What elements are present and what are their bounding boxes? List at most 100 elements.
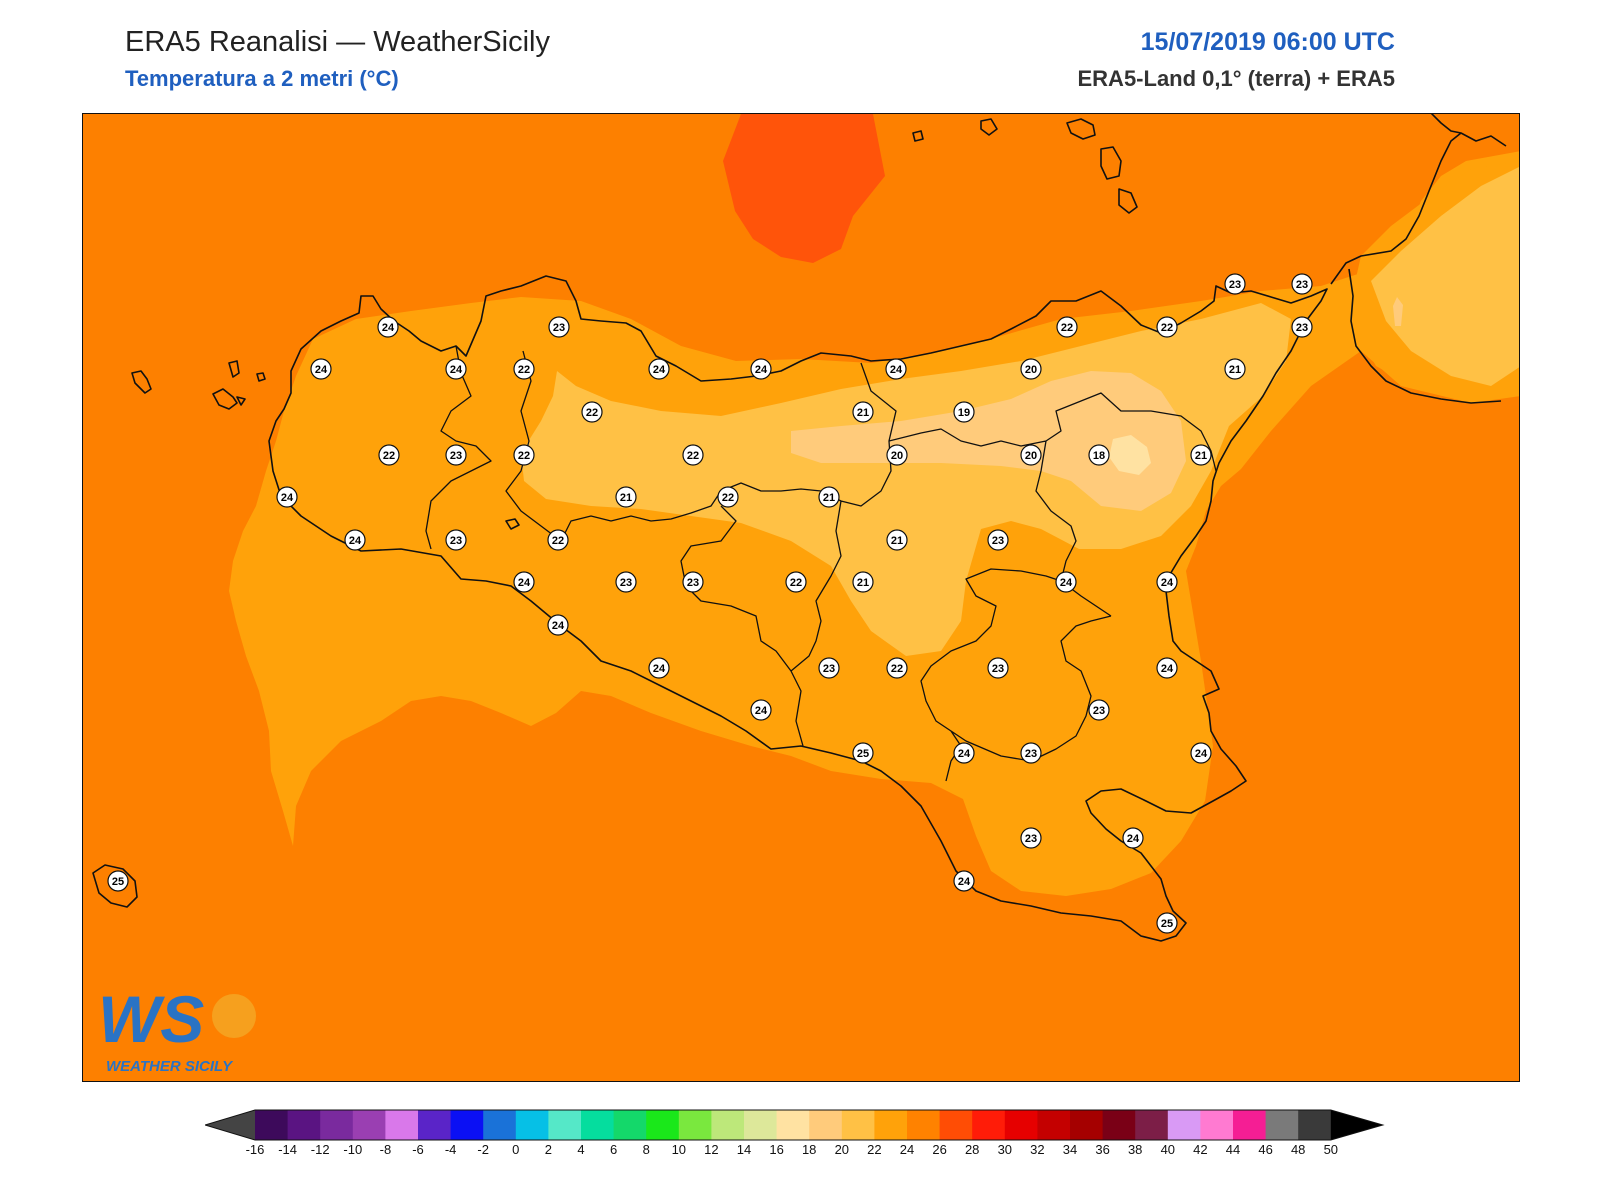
station-marker: 21 [852, 571, 874, 593]
station-marker: 24 [1156, 571, 1178, 593]
station-marker: 23 [445, 444, 467, 466]
station-marker: 22 [1056, 316, 1078, 338]
colorbar-swatch [418, 1110, 452, 1140]
station-temperature: 20 [891, 450, 903, 462]
colorbar-swatch [678, 1110, 712, 1140]
colorbar-swatch [1265, 1110, 1299, 1140]
contour-16-18 [1109, 435, 1151, 475]
temperature-map: 24 23 22 22 23 23 23 24 24 22 24 24 24 20 21 22 21 19 22 23… [82, 113, 1520, 1082]
station-temperature: 23 [1025, 833, 1037, 845]
station-marker: 21 [1224, 358, 1246, 380]
colorbar-swatch [1004, 1110, 1038, 1140]
colorbar-tick-label: -14 [278, 1142, 297, 1157]
station-marker: 24 [445, 358, 467, 380]
colorbar-swatch [483, 1110, 517, 1140]
colorbar-swatch [1135, 1110, 1169, 1140]
colorbar-swatch [255, 1110, 289, 1140]
contour-26-28 [723, 114, 885, 263]
map-title: ERA5 Reanalisi — WeatherSicily [125, 26, 550, 58]
station-temperature: 22 [383, 450, 395, 462]
colorbar-swatch [352, 1110, 386, 1140]
station-temperature: 24 [958, 748, 971, 760]
station-temperature: 18 [1093, 450, 1105, 462]
colorbar-swatch [874, 1110, 908, 1140]
colorbar-tick-label: -10 [343, 1142, 362, 1157]
station-temperature: 22 [790, 577, 802, 589]
station-marker: 23 [445, 529, 467, 551]
station-temperature: 23 [450, 535, 462, 547]
station-temperature: 24 [349, 535, 362, 547]
station-temperature: 22 [722, 492, 734, 504]
colorbar-swatch [385, 1110, 419, 1140]
station-marker: 18 [1088, 444, 1110, 466]
colorbar-tick-label: 32 [1030, 1142, 1044, 1157]
station-marker: 22 [1156, 316, 1178, 338]
colorbar-swatch [711, 1110, 745, 1140]
station-temperature: 25 [857, 748, 869, 760]
station-marker: 20 [886, 444, 908, 466]
station-temperature: 20 [1025, 450, 1037, 462]
colorbar-tick-label: 26 [932, 1142, 946, 1157]
station-temperature: 24 [552, 620, 565, 632]
station-marker: 24 [1156, 657, 1178, 679]
temperature-colorbar: -16 -14 -12 -10 -8 -6 -4 -2 0 2 4 6 8 10 12 14 16 18 20 22 2… [203, 1108, 1400, 1168]
station-marker: 22 [785, 571, 807, 593]
station-temperature: 21 [823, 492, 835, 504]
data-source-label: ERA5-Land 0,1° (terra) + ERA5 [1077, 66, 1396, 91]
station-temperature: 19 [958, 407, 970, 419]
station-marker: 24 [1122, 827, 1144, 849]
station-temperature: 22 [552, 535, 564, 547]
station-temperature: 22 [518, 450, 530, 462]
station-temperature: 23 [823, 663, 835, 675]
station-temperature: 24 [1060, 577, 1073, 589]
station-labels: 24 23 22 22 23 23 23 24 24 22 24 24 24 20 21 22 21 19 22 23… [107, 273, 1313, 934]
colorbar-tick-label: 8 [643, 1142, 650, 1157]
station-marker: 24 [885, 358, 907, 380]
colorbar-tick-label: -6 [412, 1142, 424, 1157]
colorbar-swatch [515, 1110, 549, 1140]
station-marker: 22 [682, 444, 704, 466]
station-marker: 21 [818, 486, 840, 508]
colorbar-tick-label: 12 [704, 1142, 718, 1157]
station-marker: 23 [987, 657, 1009, 679]
colorbar-tick-label: 48 [1291, 1142, 1305, 1157]
colorbar-tick-label: 10 [672, 1142, 686, 1157]
station-temperature: 24 [755, 705, 768, 717]
station-temperature: 24 [1195, 748, 1208, 760]
colorbar-tick-label: -12 [311, 1142, 330, 1157]
colorbar-tick-label: 14 [737, 1142, 751, 1157]
station-marker: 23 [1020, 827, 1042, 849]
colorbar-swatch [320, 1110, 354, 1140]
station-marker: 24 [513, 571, 535, 593]
station-marker: 24 [953, 742, 975, 764]
station-marker: 23 [1291, 316, 1313, 338]
ustica-island [505, 518, 520, 530]
station-temperature: 25 [112, 876, 124, 888]
contour-18-20 [791, 371, 1186, 511]
station-marker: 22 [513, 358, 535, 380]
station-temperature: 22 [1061, 322, 1073, 334]
colorbar-swatch [972, 1110, 1006, 1140]
colorbar-tick-label: 28 [965, 1142, 979, 1157]
colorbar-swatch [1070, 1110, 1104, 1140]
station-temperature: 21 [1229, 364, 1241, 376]
colorbar-swatch [548, 1110, 582, 1140]
station-temperature: 23 [1229, 279, 1241, 291]
colorbar-tick-label: 42 [1193, 1142, 1207, 1157]
station-marker: 24 [648, 657, 670, 679]
station-temperature: 23 [553, 322, 565, 334]
sicily-coastline [268, 275, 1328, 942]
colorbar-tick-label: -4 [445, 1142, 457, 1157]
colorbar-swatch [1200, 1110, 1234, 1140]
station-marker: 22 [886, 657, 908, 679]
station-marker: 23 [682, 571, 704, 593]
colorbar-tick-label: 20 [835, 1142, 849, 1157]
colorbar-tick-label: 50 [1324, 1142, 1338, 1157]
station-temperature: 25 [1161, 918, 1173, 930]
station-temperature: 22 [687, 450, 699, 462]
colorbar-swatch [1298, 1110, 1332, 1140]
station-marker: 24 [1190, 742, 1212, 764]
colorbar-tick-label: 24 [900, 1142, 914, 1157]
station-marker: 24 [547, 614, 569, 636]
station-temperature: 23 [1093, 705, 1105, 717]
